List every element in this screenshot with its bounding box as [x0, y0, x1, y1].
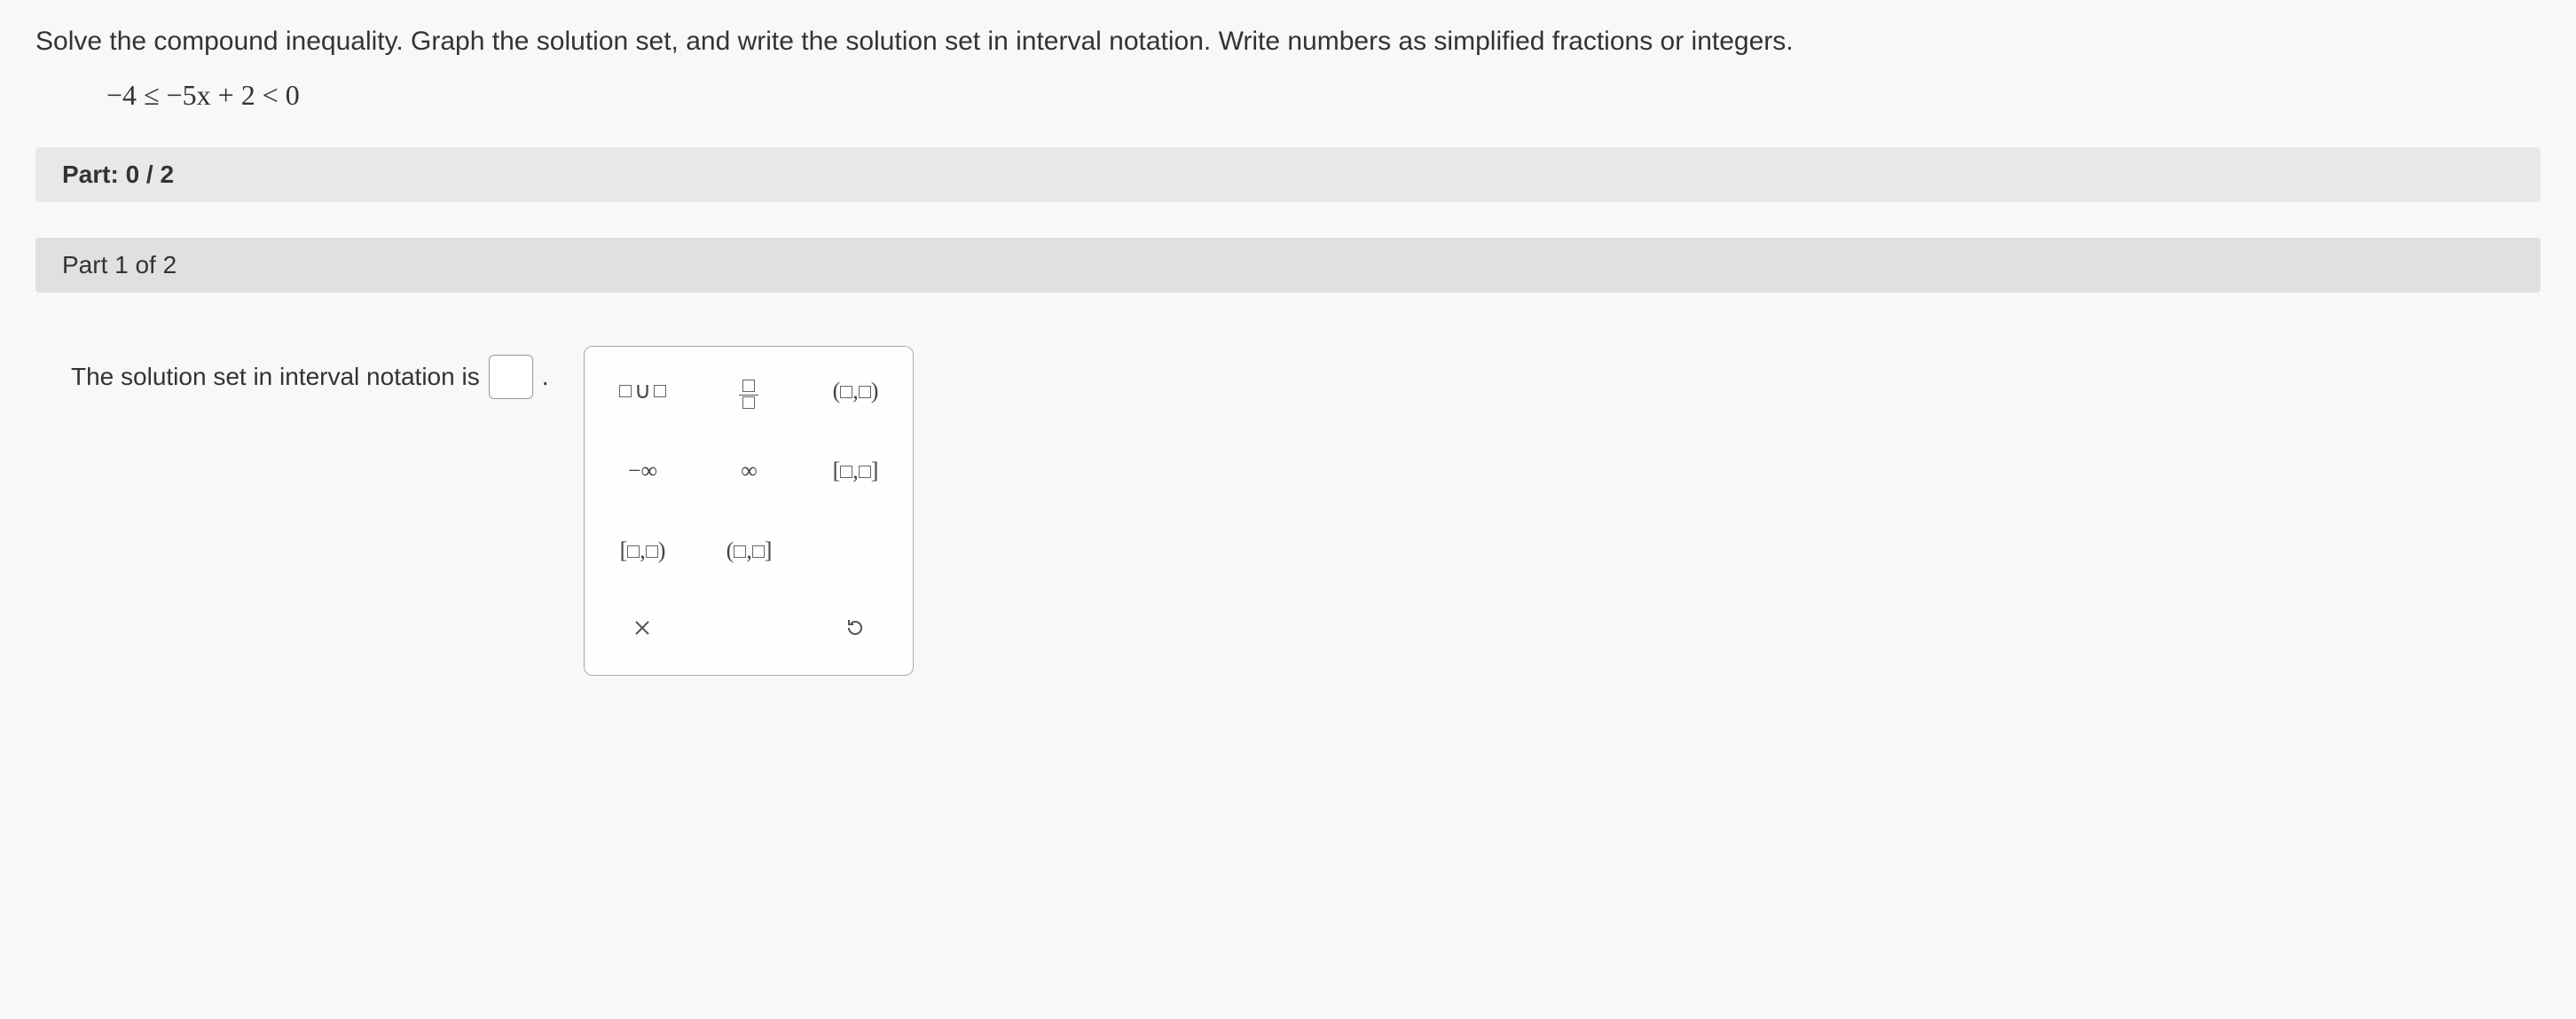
x-icon [632, 618, 652, 638]
answer-period: . [542, 363, 549, 391]
answer-prompt-text: The solution set in interval notation is [71, 363, 480, 391]
answer-row: The solution set in interval notation is… [35, 346, 2541, 676]
answer-input-box[interactable] [489, 355, 533, 399]
closed-closed-interval-button[interactable]: [,] [833, 458, 879, 484]
math-palette: ∪ (,) −∞ ∞ [,] [,) (,] [584, 346, 914, 676]
neg-infinity-button[interactable]: −∞ [628, 458, 657, 484]
pos-infinity-button[interactable]: ∞ [741, 458, 758, 484]
inequality-equation: −4 ≤ −5x + 2 < 0 [35, 79, 2541, 112]
answer-prompt-line: The solution set in interval notation is… [71, 346, 548, 399]
fraction-button[interactable] [739, 372, 758, 412]
open-open-interval-button[interactable]: (,) [833, 378, 879, 404]
reset-button[interactable] [844, 617, 866, 645]
closed-open-interval-button[interactable]: [,) [620, 537, 666, 564]
open-closed-interval-button[interactable]: (,] [726, 537, 773, 564]
union-button[interactable]: ∪ [619, 378, 666, 404]
part-progress-bar: Part: 0 / 2 [35, 147, 2541, 202]
reset-icon [844, 617, 866, 639]
part-label: Part 1 of 2 [35, 238, 2541, 293]
instruction-text: Solve the compound inequality. Graph the… [35, 27, 2541, 57]
clear-button[interactable] [632, 617, 652, 644]
